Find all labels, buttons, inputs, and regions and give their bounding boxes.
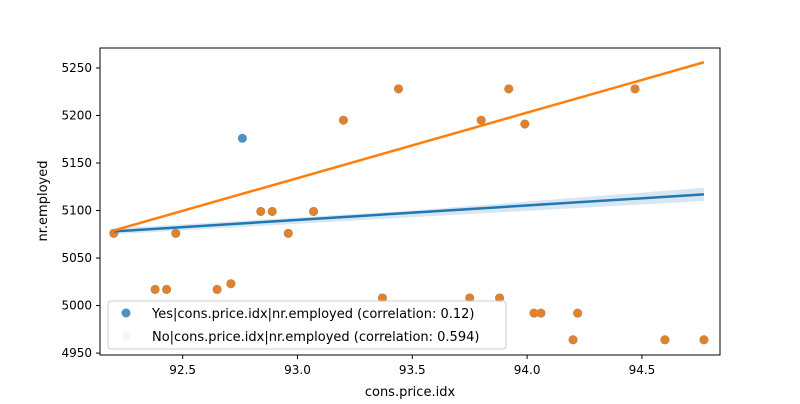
x-tick-label-3: 94.0 [514,363,541,377]
data-point-1-9 [309,206,319,216]
data-point-1-4 [212,284,222,294]
data-point-1-10 [338,115,348,125]
regression-lines-layer [113,61,705,233]
data-point-1-11 [377,293,387,303]
y-tick-label-6: 5250 [61,61,92,75]
regression-line-1 [113,61,705,232]
data-point-1-12 [394,84,404,94]
data-point-1-2 [162,284,172,294]
y-tick-label-4: 5150 [61,156,92,170]
points-layer [109,84,709,345]
data-point-1-7 [267,206,277,216]
legend-marker-yes [121,308,131,318]
data-point-1-24 [699,335,709,345]
data-point-1-20 [568,335,578,345]
legend-marker-no [121,331,131,341]
x-tick-label-2: 93.5 [399,363,426,377]
data-point-1-15 [495,293,505,303]
regression-line-0 [113,193,705,233]
plot-frame [99,47,721,356]
y-axis-label: nr.employed [36,161,51,242]
y-tick-label-2: 5050 [61,251,92,265]
data-point-1-18 [529,308,539,318]
data-point-1-19 [536,308,546,318]
legend-box [107,300,507,350]
confidence-band-layer [113,187,704,235]
x-tick-label-4: 94.5 [629,363,656,377]
confidence-band-0 [113,187,704,235]
y-tick-label-3: 5100 [61,204,92,218]
data-point-1-3 [171,228,181,238]
data-point-1-13 [465,293,475,303]
data-point-1-23 [660,335,670,345]
data-point-1-22 [630,84,640,94]
data-point-1-14 [476,115,486,125]
y-tick-label-0: 4950 [61,346,92,360]
y-tick-label-1: 5000 [61,299,92,313]
data-point-1-17 [520,119,530,129]
data-point-1-21 [573,308,583,318]
y-tick-label-5: 5200 [61,108,92,122]
x-axis-ticks: 92.5 93.0 93.5 94.0 94.5 [169,355,655,377]
data-point-1-8 [283,228,293,238]
legend-label-yes: Yes|cons.price.idx|nr.employed (correlat… [151,307,474,322]
y-axis-ticks: 4950 5000 5050 5100 5150 5200 5250 [61,61,100,360]
legend: Yes|cons.price.idx|nr.employed (correlat… [107,300,507,350]
x-tick-label-0: 92.5 [169,363,196,377]
data-point-1-6 [256,206,266,216]
x-axis-label: cons.price.idx [365,385,456,400]
legend-label-no: No|cons.price.idx|nr.employed (correlati… [152,330,479,345]
data-point-1-5 [226,279,236,289]
data-point-1-1 [150,284,160,294]
data-point-0-6 [237,133,247,143]
data-point-1-16 [504,84,514,94]
x-tick-label-1: 93.0 [284,363,311,377]
